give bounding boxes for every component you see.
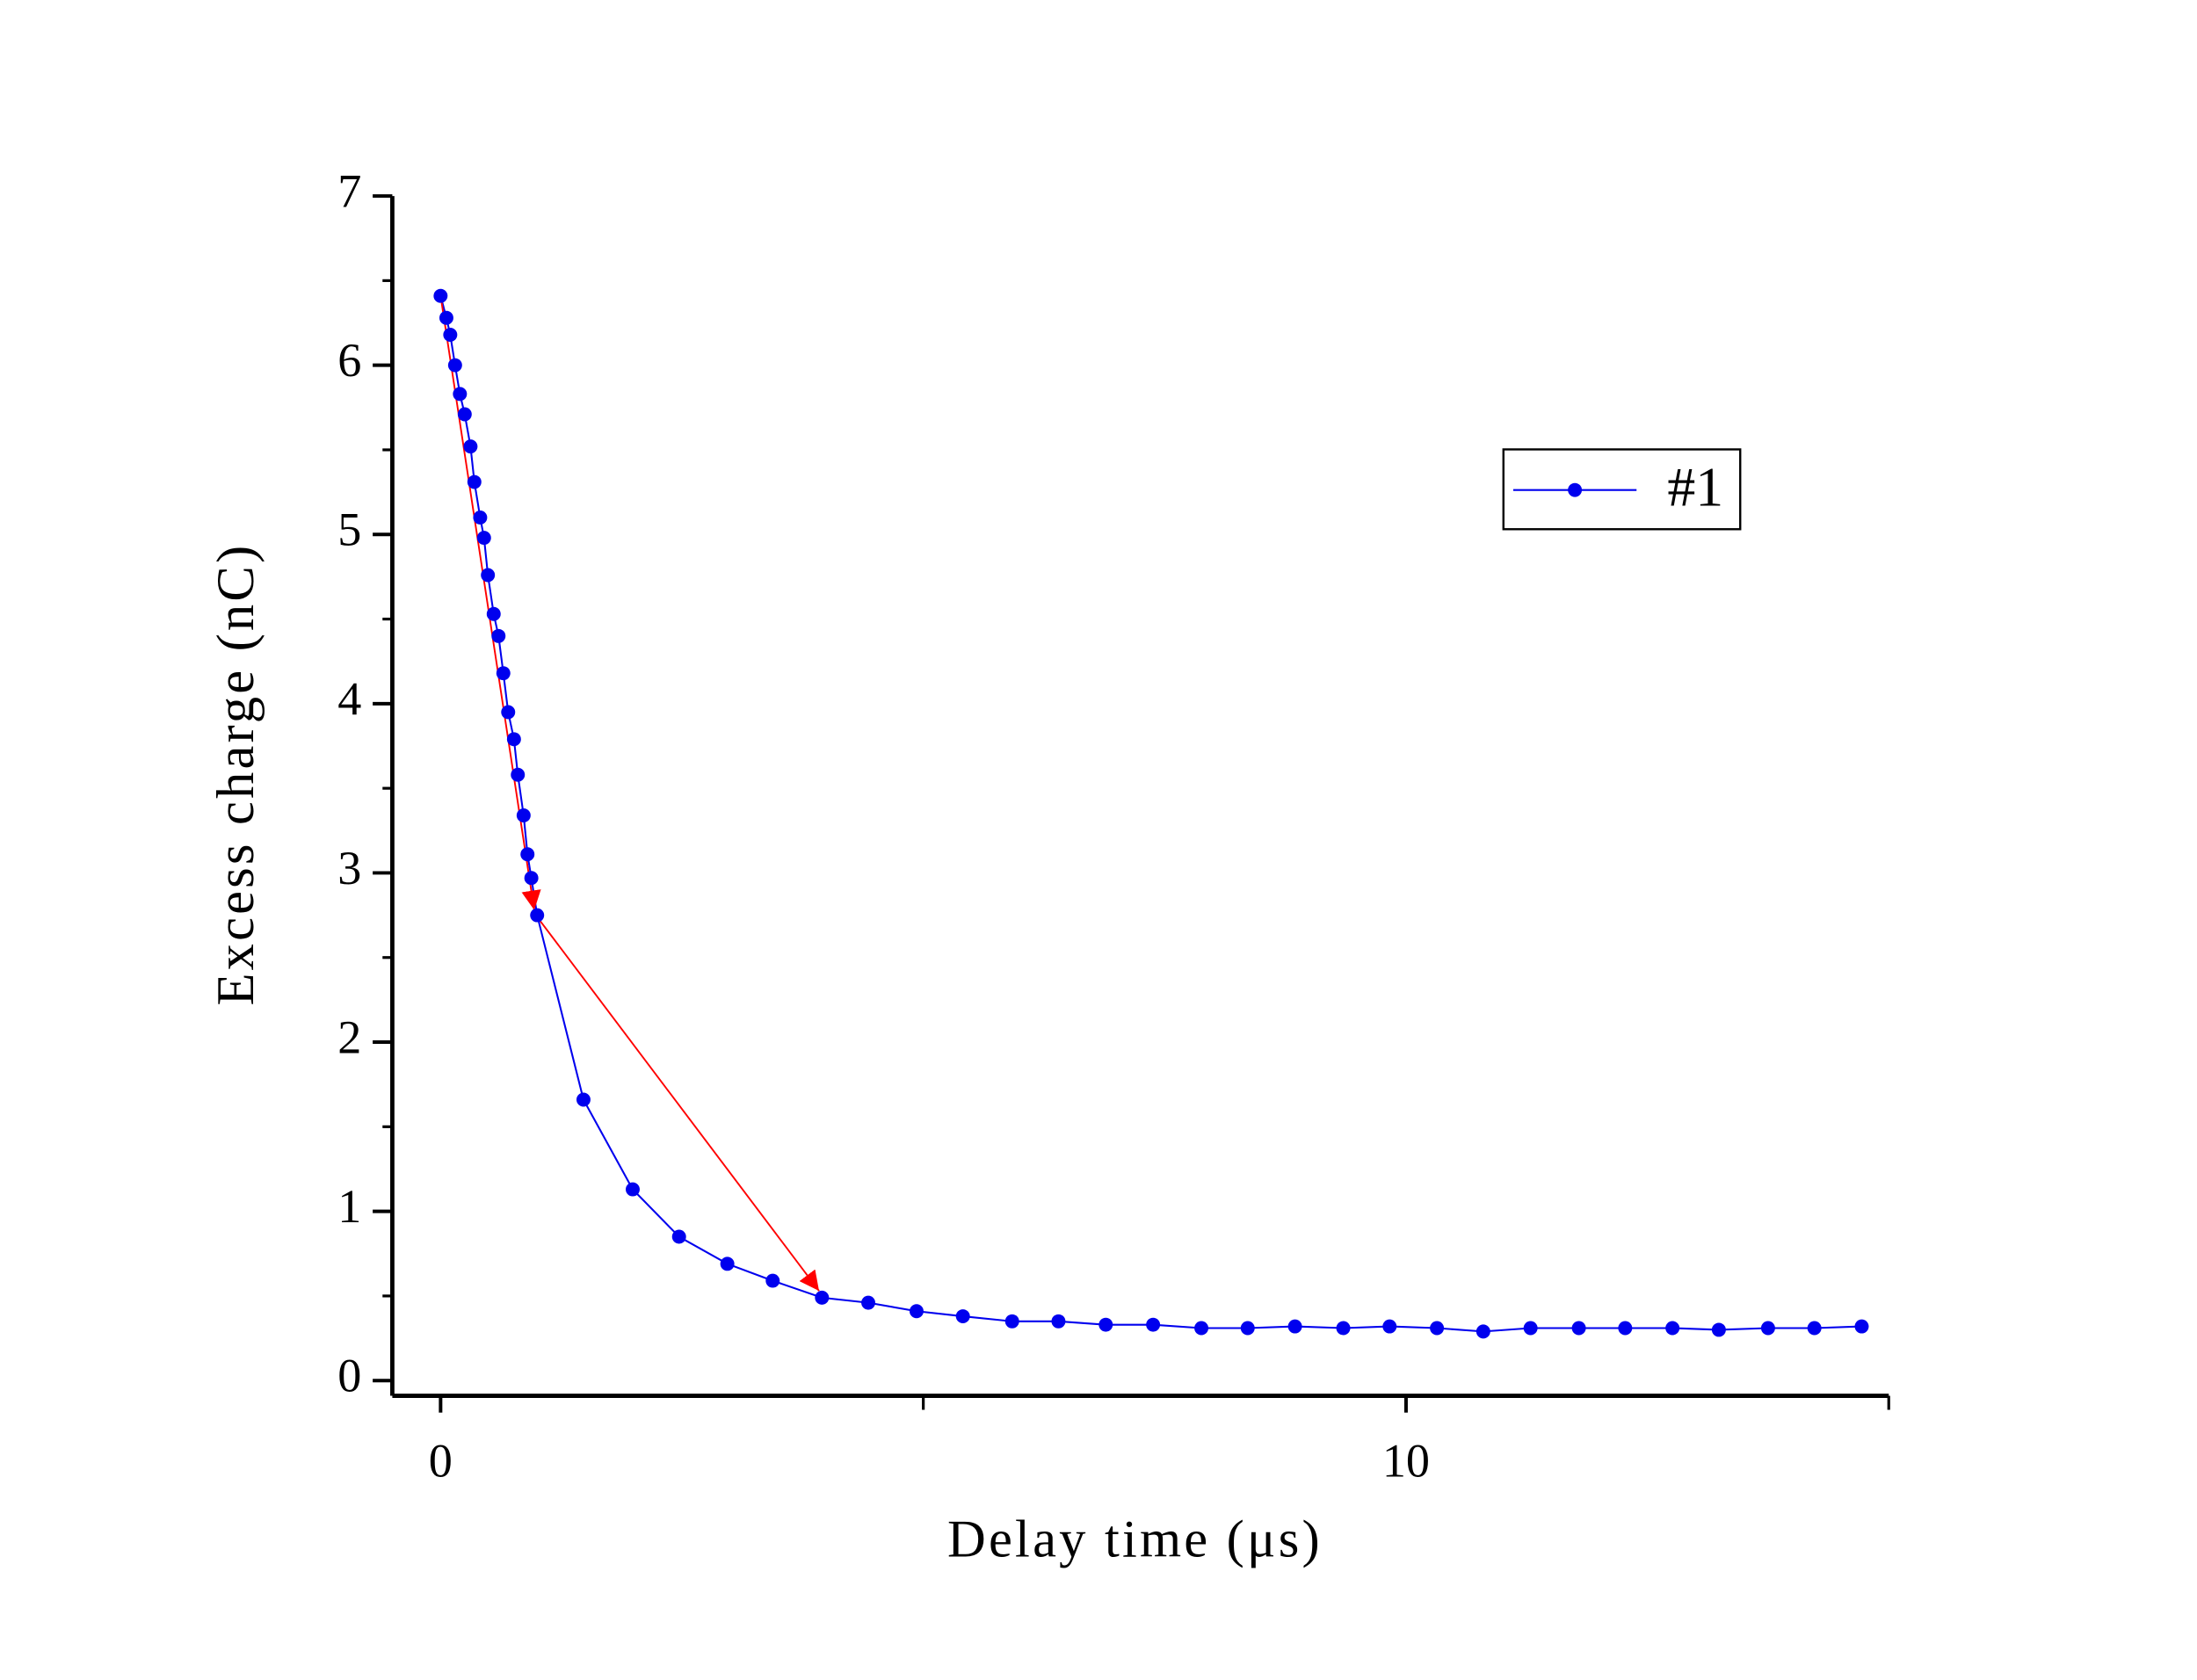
- x-tick-label: 10: [1382, 1435, 1430, 1488]
- data-point: [496, 666, 511, 681]
- data-point: [463, 439, 478, 454]
- data-point: [1336, 1321, 1351, 1336]
- y-tick-label: 2: [337, 1010, 361, 1063]
- data-point: [955, 1309, 970, 1324]
- data-point: [1476, 1324, 1490, 1339]
- data-point: [453, 387, 468, 402]
- y-tick-label: 4: [337, 672, 361, 725]
- data-point: [861, 1295, 876, 1310]
- data-point: [1382, 1319, 1397, 1334]
- data-point: [720, 1256, 735, 1271]
- data-point: [1665, 1321, 1680, 1336]
- data-point: [511, 767, 526, 782]
- x-tick-label: 0: [429, 1435, 453, 1488]
- data-point: [443, 328, 458, 342]
- y-tick-label: 7: [337, 165, 361, 218]
- data-point: [1807, 1321, 1822, 1336]
- data-point: [909, 1304, 924, 1319]
- data-point: [576, 1092, 591, 1107]
- data-point: [1051, 1314, 1066, 1329]
- data-point: [506, 732, 521, 747]
- data-point: [765, 1273, 780, 1288]
- data-point: [476, 531, 491, 546]
- legend-marker: [1568, 482, 1583, 497]
- data-point: [1618, 1321, 1633, 1336]
- data-point: [626, 1182, 640, 1197]
- data-point: [433, 288, 448, 303]
- y-tick-label: 3: [337, 842, 361, 894]
- data-point: [491, 628, 506, 643]
- data-point: [524, 871, 539, 886]
- data-point: [481, 568, 496, 583]
- data-point: [530, 908, 545, 923]
- data-point: [1523, 1321, 1538, 1336]
- y-tick-label: 5: [337, 503, 361, 556]
- annotation-arrow: [536, 916, 820, 1292]
- x-axis-title: Delay time (μs): [947, 1510, 1323, 1568]
- data-point: [1430, 1321, 1445, 1336]
- data-point: [815, 1290, 830, 1305]
- data-point: [486, 606, 501, 621]
- data-point: [516, 807, 531, 822]
- y-tick-label: 1: [337, 1180, 361, 1233]
- data-point: [1240, 1321, 1255, 1336]
- y-axis-title: Excess charge (nC): [207, 543, 265, 1006]
- data-point: [1711, 1322, 1726, 1337]
- data-point: [1854, 1319, 1869, 1334]
- legend-label: #1: [1667, 455, 1723, 518]
- data-point: [457, 407, 472, 422]
- data-point: [1571, 1321, 1586, 1336]
- data-point: [1194, 1321, 1209, 1336]
- data-point: [439, 310, 453, 325]
- data-point: [1760, 1321, 1775, 1336]
- y-tick-label: 6: [337, 334, 361, 387]
- data-point: [671, 1229, 686, 1244]
- y-tick-label: 0: [337, 1350, 361, 1402]
- data-point: [501, 705, 516, 720]
- data-point: [1287, 1319, 1302, 1334]
- data-point: [1004, 1314, 1019, 1329]
- data-point: [520, 847, 535, 862]
- data-point: [473, 511, 488, 525]
- data-point: [447, 358, 462, 373]
- data-point: [1146, 1317, 1161, 1332]
- data-point: [467, 474, 482, 489]
- data-point: [1098, 1317, 1113, 1332]
